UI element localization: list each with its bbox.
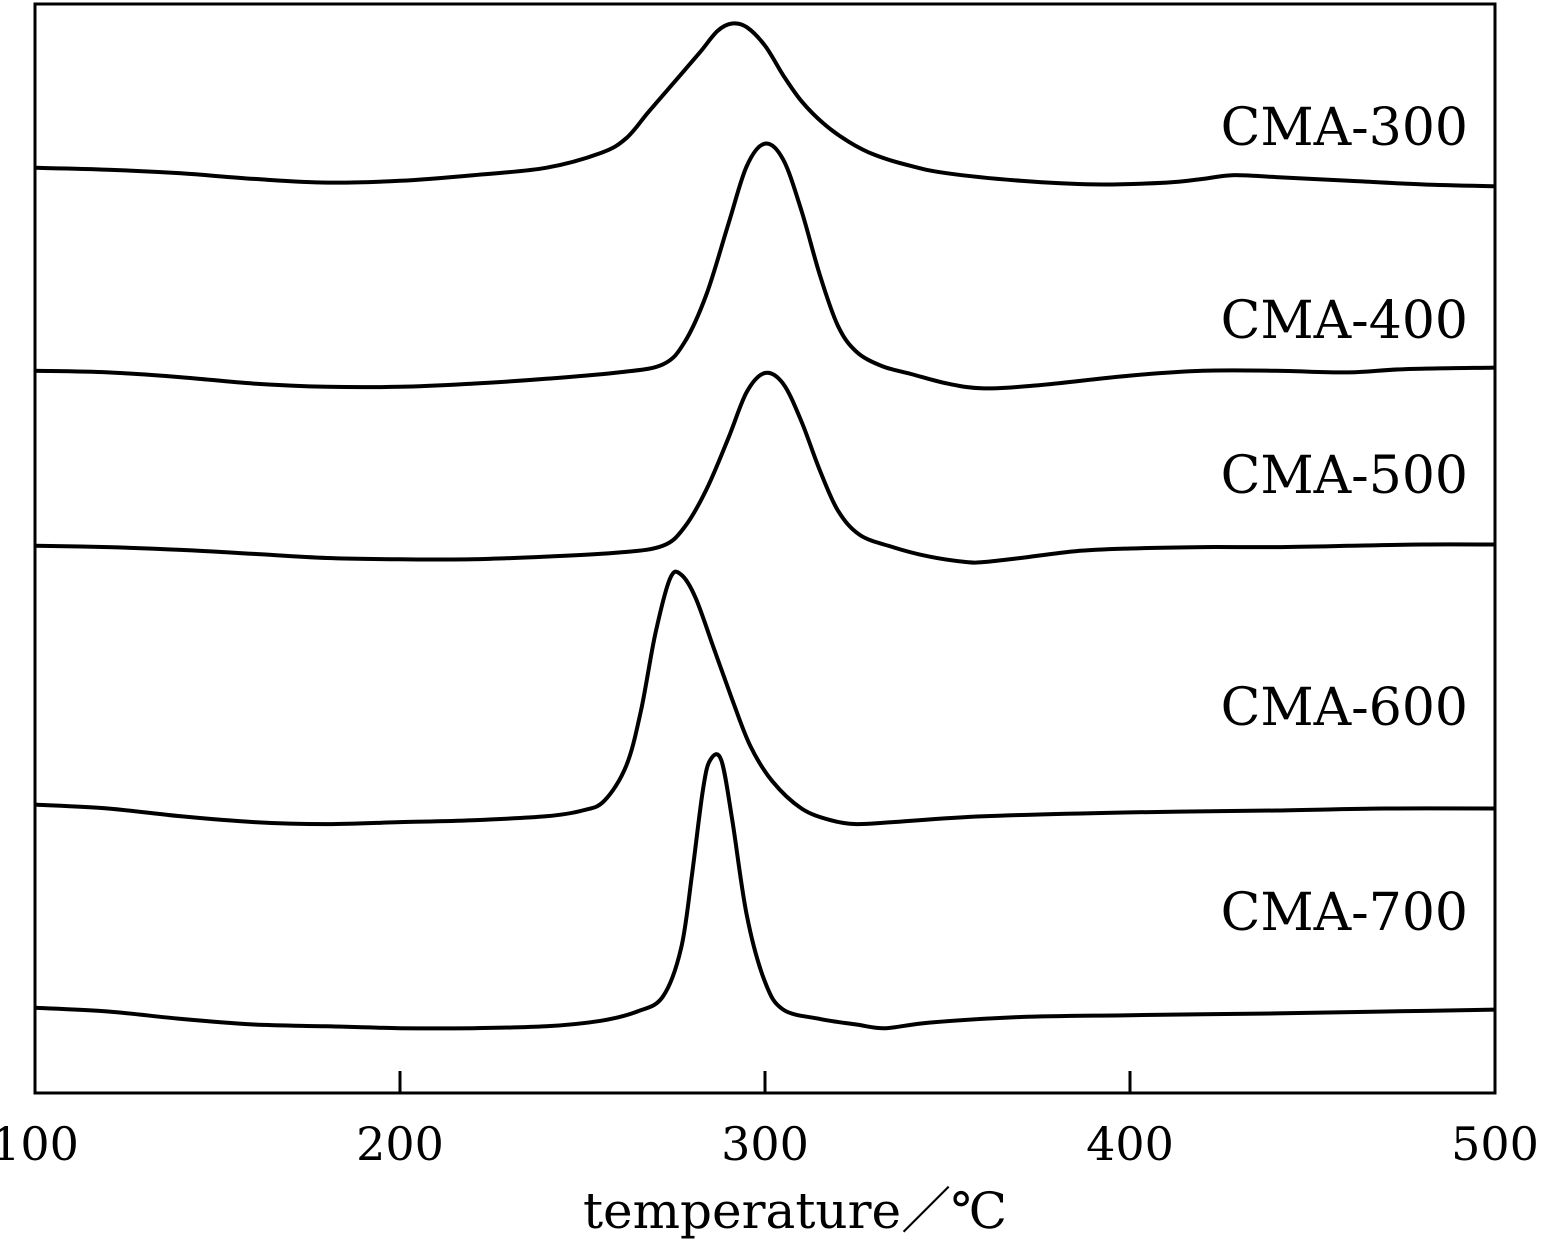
series-curves: [34, 21, 1496, 1031]
series-line-cma-400: [34, 141, 1496, 391]
series-line-cma-600: [34, 569, 1496, 827]
series-line-cma-300: [34, 21, 1496, 189]
series-label-cma-400: CMA-400: [1221, 291, 1468, 351]
x-tick-label-200: 200: [356, 1117, 444, 1171]
series-label-cma-700: CMA-700: [1221, 883, 1468, 943]
series-line-cma-500: [34, 370, 1496, 565]
x-tick-label-400: 400: [1086, 1117, 1174, 1171]
x-tick-label-300: 300: [721, 1117, 809, 1171]
series-line-cma-700: [34, 752, 1496, 1031]
series-labels: CMA-300 CMA-400 CMA-500 CMA-600 CMA-700: [1221, 98, 1468, 943]
series-label-cma-600: CMA-600: [1221, 678, 1468, 738]
series-label-cma-300: CMA-300: [1221, 98, 1468, 158]
x-axis-label: temperature／℃: [583, 1182, 1007, 1239]
x-axis-ticks: [398, 1071, 1132, 1093]
x-tick-label-500: 500: [1451, 1117, 1539, 1171]
series-label-cma-500: CMA-500: [1221, 446, 1468, 506]
x-axis-tick-labels: 100 200 300 400 500: [0, 1117, 1539, 1171]
x-tick-label-100: 100: [0, 1117, 79, 1171]
